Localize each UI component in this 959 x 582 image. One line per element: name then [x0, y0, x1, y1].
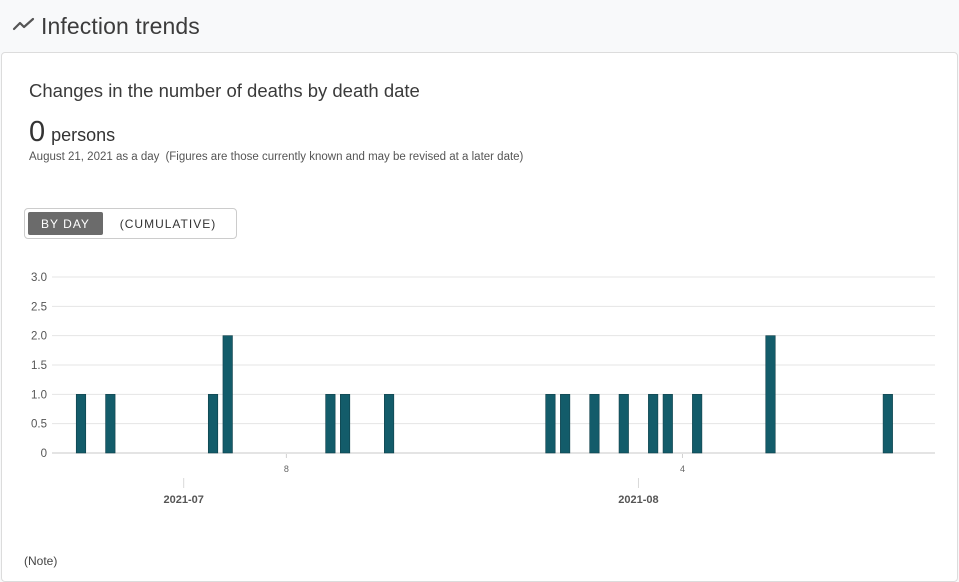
deaths-chart-card: Changes in the number of deaths by death… [1, 52, 958, 582]
bar-2021-07-15 [384, 394, 395, 454]
bar-2021-07-11 [325, 394, 336, 454]
y-tick-label: 2.0 [31, 331, 47, 343]
as-of-date: August 21, 2021 as a day [29, 151, 160, 163]
revision-disclaimer: (Figures are those currently known and m… [165, 151, 524, 163]
footnote: (Note) [24, 554, 58, 568]
y-tick-label: 0 [41, 448, 47, 460]
bar-2021-07-31 [618, 394, 629, 454]
month-tick-label: 2021-08 [618, 494, 658, 506]
summary-value-row: 0 persons [29, 115, 115, 149]
view-toggle: BY DAY (CUMULATIVE) [24, 208, 237, 239]
by-day-button[interactable]: BY DAY [28, 212, 103, 235]
bar-2021-07-03 [207, 394, 219, 454]
page-title: Infection trends [41, 12, 200, 39]
bar-2021-06-24 [75, 394, 87, 454]
y-tick-label: 1.5 [31, 360, 47, 372]
cumulative-button[interactable]: (CUMULATIVE) [119, 216, 217, 231]
month-tick-label: 2021-07 [164, 494, 204, 506]
day-tick-label: 4 [680, 464, 685, 474]
bar-2021-07-26 [545, 394, 556, 454]
date-note: August 21, 2021 as a day (Figures are tho… [29, 151, 523, 163]
bar-2021-08-18 [882, 394, 893, 454]
deaths-bar-chart: 3.0 2.5 2.0 1.5 1.0 0.5 0 8 4 2021-07 2021-08 [31, 272, 935, 506]
chart-title: Changes in the number of deaths by death… [29, 80, 420, 101]
summary-value: 0 [29, 116, 46, 148]
bar-2021-06-26 [105, 394, 116, 454]
bar-2021-08-05 [692, 394, 703, 454]
trend-line-icon [12, 12, 41, 41]
bar-2021-08-10 [765, 335, 776, 454]
day-tick-label: 8 [284, 464, 289, 474]
summary-unit: persons [51, 125, 116, 145]
page-header: Infection trends [0, 0, 959, 52]
bar-2021-08-02 [648, 394, 659, 454]
y-tick-label: 2.5 [31, 301, 47, 313]
y-tick-label: 0.5 [31, 419, 47, 431]
y-tick-label: 3.0 [31, 272, 47, 284]
bar-2021-08-03 [662, 394, 673, 454]
bar-2021-07-04 [222, 335, 233, 454]
bar-2021-07-12 [340, 394, 351, 454]
bar-2021-07-27 [560, 394, 571, 454]
y-tick-label: 1.0 [31, 389, 47, 401]
bar-2021-07-29 [589, 394, 600, 454]
